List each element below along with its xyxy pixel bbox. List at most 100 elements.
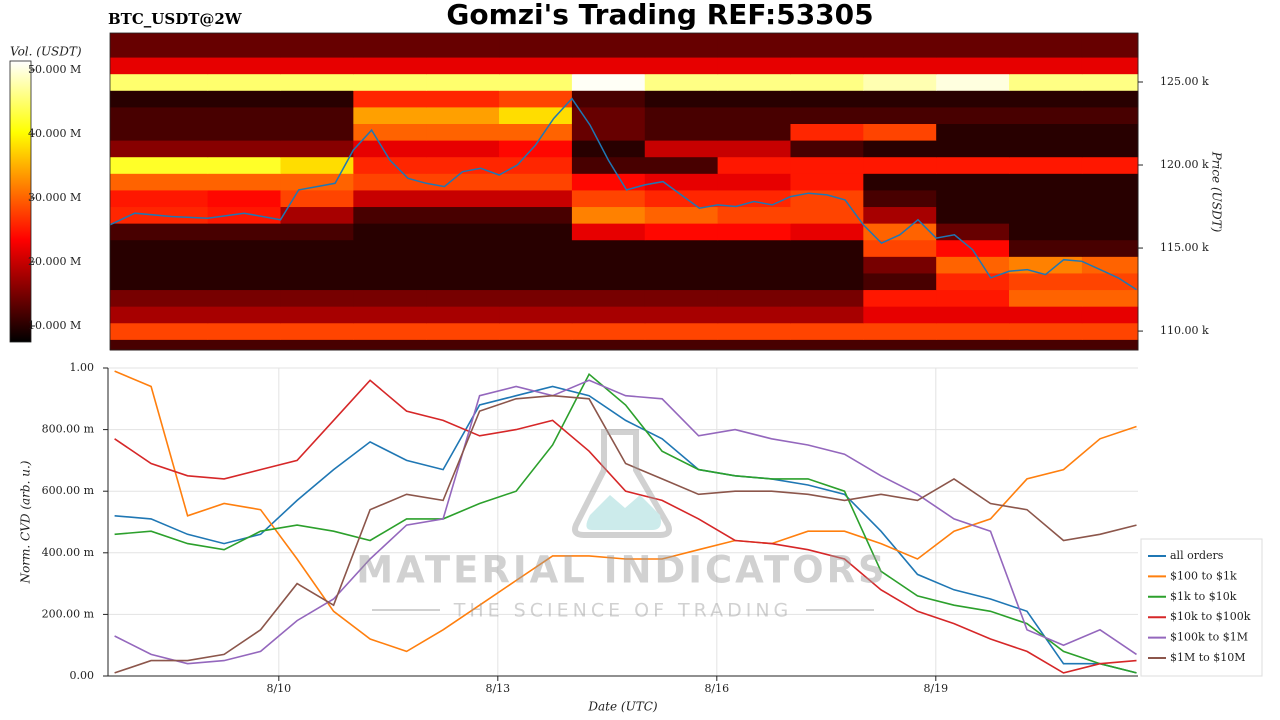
heat-cell — [353, 106, 427, 125]
heat-cell — [790, 339, 864, 351]
colorbar-tick-label: 30.000 M — [28, 191, 81, 204]
heat-cell — [1081, 322, 1139, 340]
heat-cell — [280, 239, 354, 257]
heat-cell — [1081, 339, 1139, 351]
heat-cell — [426, 173, 500, 191]
charts: 110.00 k 115.00 k 120.00 k 125.00 k Price (U… — [9, 32, 1263, 714]
heat-cell — [499, 173, 573, 191]
series-line — [114, 372, 1137, 674]
heat-cell — [936, 189, 1010, 208]
heat-cell — [499, 156, 573, 174]
heat-cell — [644, 33, 719, 58]
heat-cell — [863, 140, 937, 158]
heat-cell — [571, 339, 646, 351]
heat-cell — [280, 173, 354, 191]
heat-cell — [426, 140, 500, 158]
heat-cell — [426, 57, 500, 75]
heat-cell — [110, 140, 209, 158]
colorbar-label: Vol. (USDT) — [10, 45, 82, 59]
heat-cell — [717, 223, 791, 241]
heat-cell — [353, 306, 427, 324]
heat-cell — [353, 339, 427, 351]
y-axis-label: Norm. CVD (arb. u.) — [19, 460, 33, 584]
heat-cell — [1081, 189, 1139, 208]
heat-cell — [936, 173, 1010, 191]
series-line — [114, 379, 1137, 665]
heat-cell — [499, 272, 573, 291]
heat-cell — [644, 306, 719, 324]
heat-cell — [571, 33, 646, 58]
heat-cell — [426, 272, 500, 291]
heat-cell — [790, 189, 864, 208]
legend-label: $100 to $1k — [1170, 569, 1237, 582]
heat-cell — [110, 123, 209, 141]
colorbar-tick-label: 40.000 M — [28, 127, 81, 140]
heat-cell — [110, 223, 209, 241]
heat-cell — [644, 239, 719, 257]
heat-cell — [863, 189, 937, 208]
flask-icon — [572, 429, 672, 538]
heat-cell — [863, 156, 937, 174]
heat-cell — [207, 289, 281, 307]
colorbar — [9, 60, 32, 343]
heat-cell — [717, 33, 791, 58]
heat-cell — [1009, 189, 1083, 208]
heat-cell — [644, 189, 719, 208]
heat-cell — [790, 223, 864, 241]
heat-cell — [207, 206, 281, 224]
watermark-tagline: THE SCIENCE OF TRADING — [453, 600, 793, 622]
heat-cell — [644, 90, 719, 108]
heat-cell — [207, 322, 281, 340]
heat-cell — [280, 57, 354, 75]
symbol: BTC_USDT@2W — [108, 10, 243, 28]
y-tick-label: 1.00 — [70, 361, 95, 374]
heat-cell — [644, 73, 719, 91]
heat-cell — [936, 206, 1010, 224]
heat-cell — [110, 33, 209, 58]
heat-cell — [717, 306, 791, 324]
heat-cell — [571, 140, 646, 158]
heat-cell — [936, 123, 1010, 141]
heat-cell — [717, 256, 791, 274]
heat-cell — [936, 256, 1010, 274]
heat-cell — [207, 306, 281, 324]
heat-cell — [863, 223, 937, 241]
heat-cell — [499, 239, 573, 257]
heat-cell — [1081, 173, 1139, 191]
heat-cell — [110, 156, 209, 174]
heat-cell — [1009, 289, 1083, 307]
heat-cell — [1081, 57, 1139, 75]
heat-cell — [207, 90, 281, 108]
heat-cell — [936, 90, 1010, 108]
heat-cell — [717, 73, 791, 91]
heat-cell — [1009, 33, 1083, 58]
heat-cell — [499, 306, 573, 324]
heat-cell — [936, 239, 1010, 257]
heat-cell — [936, 306, 1010, 324]
heat-cell — [499, 90, 573, 108]
heat-cell — [207, 189, 281, 208]
heat-cell — [353, 272, 427, 291]
heat-cell — [863, 289, 937, 307]
heat-cell — [353, 322, 427, 340]
heat-cell — [571, 73, 646, 91]
heat-cell — [790, 90, 864, 108]
colorbar-tick-label: 50.000 M — [28, 63, 81, 76]
heat-cell — [280, 156, 354, 174]
heat-cell — [790, 239, 864, 257]
heat-cell — [1009, 339, 1083, 351]
heat-cell — [644, 156, 719, 174]
heat-cell — [863, 256, 937, 274]
heat-cell — [1009, 322, 1083, 340]
heat-cell — [717, 90, 791, 108]
heat-cell — [717, 289, 791, 307]
heat-cell — [790, 106, 864, 125]
heat-cell — [280, 140, 354, 158]
y-tick-label: 800.00 m — [42, 423, 95, 436]
heat-cell — [280, 256, 354, 274]
heat-cell — [499, 140, 573, 158]
heat-cell — [207, 57, 281, 75]
heat-cell — [207, 173, 281, 191]
x-tick-label: 8/16 — [704, 682, 729, 695]
